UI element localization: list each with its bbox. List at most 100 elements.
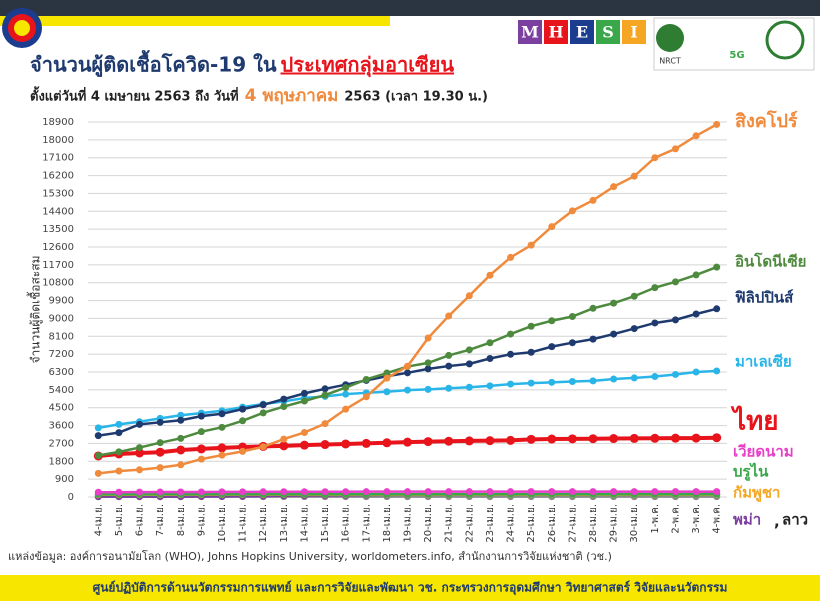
- point: [322, 420, 329, 427]
- point: [362, 439, 371, 448]
- point: [177, 461, 184, 468]
- point: [631, 173, 638, 180]
- point: [218, 452, 225, 459]
- y-tick-label: 9900: [49, 296, 74, 307]
- point: [260, 401, 267, 408]
- point: [301, 397, 308, 404]
- logo-letter: E: [576, 23, 588, 42]
- y-tick-label: 5400: [49, 385, 74, 396]
- point: [218, 410, 225, 417]
- point: [713, 367, 720, 374]
- point: [197, 444, 206, 453]
- point: [693, 311, 700, 318]
- point: [672, 145, 679, 152]
- point: [631, 488, 638, 495]
- point: [651, 373, 658, 380]
- point: [528, 323, 535, 330]
- point: [466, 360, 473, 367]
- point: [589, 434, 598, 443]
- point: [610, 331, 617, 338]
- point: [445, 385, 452, 392]
- point: [322, 488, 329, 495]
- point: [507, 254, 514, 261]
- point: [382, 438, 391, 447]
- point: [363, 393, 370, 400]
- y-tick-label: 11700: [42, 260, 74, 271]
- point: [115, 448, 122, 455]
- point: [136, 421, 143, 428]
- point: [590, 488, 597, 495]
- x-tick-label: 10-เม.ย.: [217, 504, 228, 543]
- x-tick-label: 9-เม.ย.: [196, 504, 207, 536]
- point: [363, 488, 370, 495]
- point: [610, 376, 617, 383]
- y-tick-label: 16200: [42, 171, 74, 182]
- logo-text: NRCT: [659, 57, 681, 66]
- x-tick-label: 24-เม.ย.: [506, 504, 517, 543]
- point: [590, 305, 597, 312]
- point: [301, 390, 308, 397]
- point: [651, 154, 658, 161]
- point: [445, 312, 452, 319]
- point: [176, 445, 185, 454]
- point: [177, 417, 184, 424]
- point: [713, 305, 720, 312]
- logo-letter: M: [521, 23, 539, 42]
- point: [712, 433, 721, 442]
- point: [383, 488, 390, 495]
- source: แหล่งข้อมูล: องค์การอนามัยโลก (WHO), Joh…: [8, 549, 612, 563]
- label-joiner: ,: [774, 513, 780, 531]
- point: [672, 371, 679, 378]
- point: [548, 343, 555, 350]
- point: [651, 319, 658, 326]
- series-line: [98, 267, 716, 455]
- series-label: ลาว: [782, 511, 808, 529]
- subtitle: ตั้งแต่วันที่ 4 เมษายน 2563 ถึง วันที่: [30, 86, 239, 105]
- point: [569, 313, 576, 320]
- point: [528, 380, 535, 387]
- point: [465, 436, 474, 445]
- point: [590, 336, 597, 343]
- y-tick-label: 15300: [42, 188, 74, 199]
- point: [651, 488, 658, 495]
- y-tick-label: 18000: [42, 135, 74, 146]
- point: [486, 355, 493, 362]
- y-tick-label: 8100: [49, 331, 74, 342]
- x-tick-label: 22-เม.ย.: [464, 504, 475, 543]
- x-tick-label: 23-เม.ย.: [485, 504, 496, 543]
- point: [485, 436, 494, 445]
- point: [363, 376, 370, 383]
- point: [239, 488, 246, 495]
- y-tick-label: 0: [68, 492, 74, 503]
- x-tick-label: 30-เม.ย.: [629, 504, 640, 543]
- point: [322, 385, 329, 392]
- point: [301, 488, 308, 495]
- point: [486, 272, 493, 279]
- y-tick-label: 17100: [42, 153, 74, 164]
- x-tick-label: 12-เม.ย.: [258, 504, 269, 543]
- series-label: มาเลเซีย: [735, 353, 792, 371]
- logo-text: 5G: [729, 50, 744, 61]
- point: [507, 381, 514, 388]
- point: [445, 488, 452, 495]
- point: [425, 365, 432, 372]
- point: [260, 488, 267, 495]
- point: [425, 386, 432, 393]
- point: [95, 470, 102, 477]
- x-tick-label: 6-เม.ย.: [135, 504, 146, 536]
- point: [280, 488, 287, 495]
- title-highlight: ประเทศกลุ่มอาเซียน: [281, 53, 455, 78]
- x-tick-label: 20-เม.ย.: [423, 504, 434, 543]
- point: [466, 346, 473, 353]
- series-label: ฟิลิปปินส์: [735, 289, 794, 307]
- x-tick-label: 13-เม.ย.: [279, 504, 290, 543]
- point: [424, 437, 433, 446]
- point: [301, 429, 308, 436]
- point: [631, 374, 638, 381]
- point: [156, 448, 165, 457]
- y-tick-label: 13500: [42, 224, 74, 235]
- point: [157, 419, 164, 426]
- point: [693, 369, 700, 376]
- x-tick-label: 29-เม.ย.: [609, 504, 620, 543]
- x-tick-label: 3-พ.ค.: [691, 504, 702, 534]
